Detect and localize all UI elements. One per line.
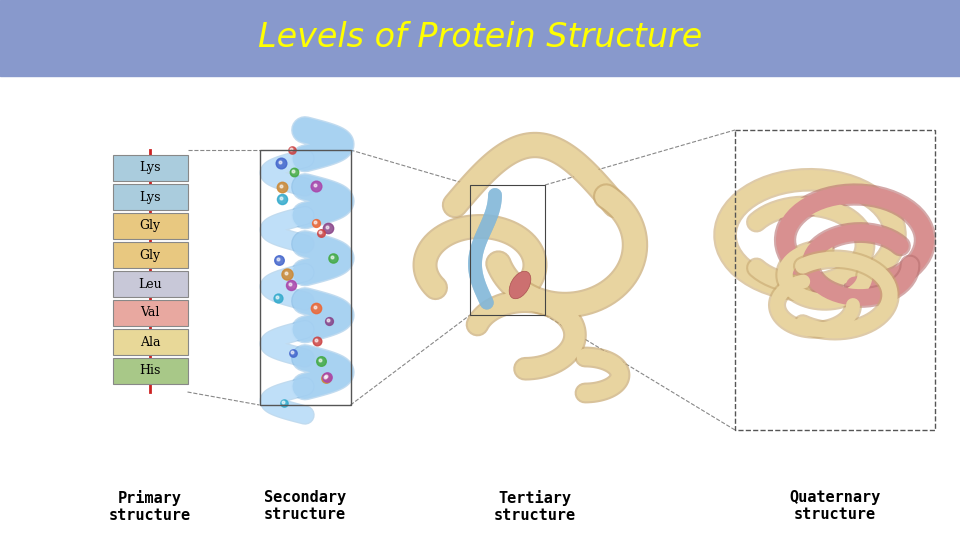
Text: Gly: Gly bbox=[139, 219, 160, 233]
Text: Ala: Ala bbox=[140, 335, 160, 348]
Text: Lys: Lys bbox=[139, 191, 160, 204]
Ellipse shape bbox=[509, 271, 531, 299]
FancyBboxPatch shape bbox=[112, 184, 187, 210]
FancyBboxPatch shape bbox=[112, 242, 187, 268]
Text: Quaternary
structure: Quaternary structure bbox=[789, 490, 880, 522]
FancyBboxPatch shape bbox=[112, 329, 187, 355]
Text: Secondary
structure: Secondary structure bbox=[264, 490, 346, 522]
FancyBboxPatch shape bbox=[112, 358, 187, 384]
Bar bbox=[259, 150, 350, 405]
FancyBboxPatch shape bbox=[112, 213, 187, 239]
Bar bbox=[735, 130, 935, 430]
Text: Leu: Leu bbox=[138, 278, 162, 291]
Text: Levels of Protein Structure: Levels of Protein Structure bbox=[258, 21, 702, 55]
FancyBboxPatch shape bbox=[112, 155, 187, 181]
Bar bbox=[470, 185, 545, 315]
Text: Gly: Gly bbox=[139, 248, 160, 261]
Text: Lys: Lys bbox=[139, 161, 160, 174]
FancyBboxPatch shape bbox=[112, 271, 187, 297]
Bar bbox=[0, 0, 960, 76]
Text: His: His bbox=[139, 364, 160, 377]
Text: Tertiary
structure: Tertiary structure bbox=[494, 490, 576, 523]
Text: Val: Val bbox=[140, 307, 159, 320]
FancyBboxPatch shape bbox=[112, 300, 187, 326]
Text: Primary
structure: Primary structure bbox=[108, 490, 191, 523]
